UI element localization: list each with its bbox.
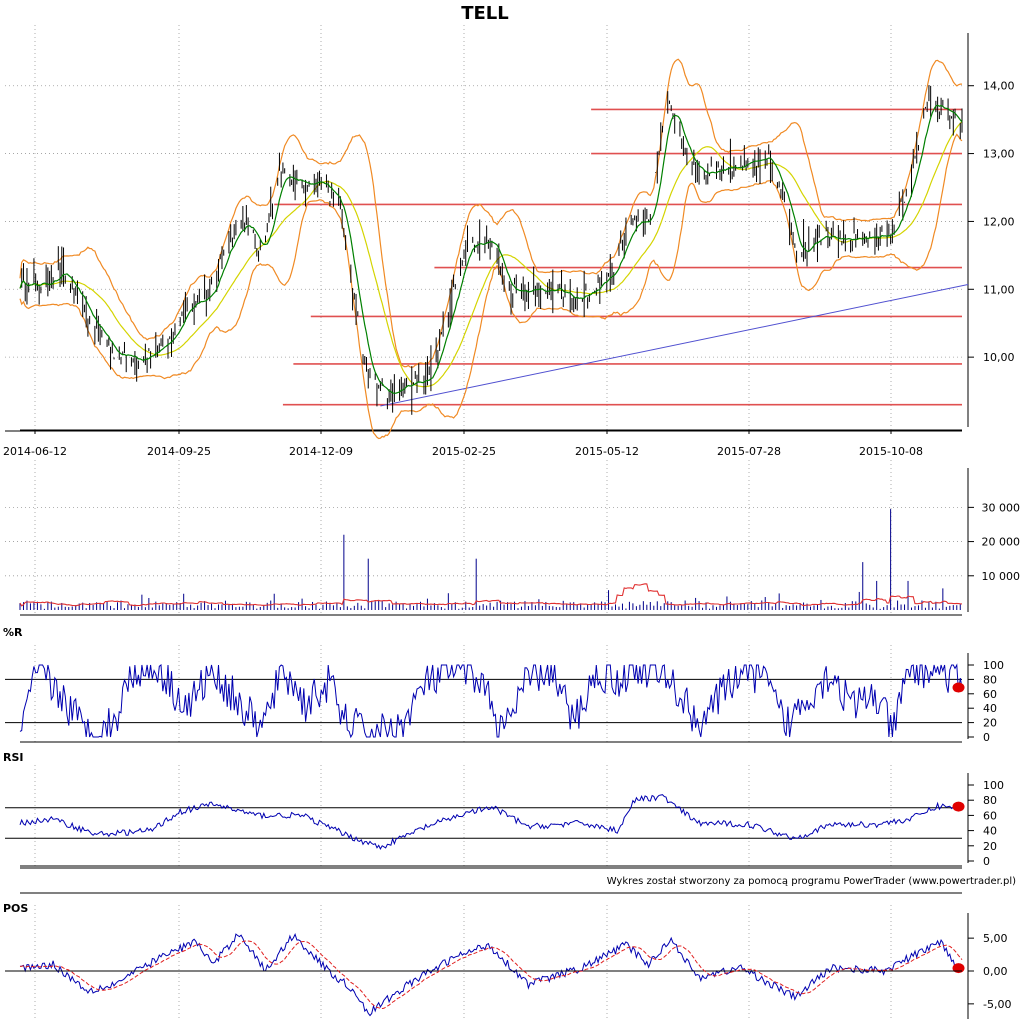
williams-ytick-label: 60 — [983, 688, 997, 701]
williams-line — [19, 663, 963, 739]
price-ytick-label: 13,00 — [983, 148, 1015, 161]
pos-ytick-label: 0,00 — [983, 965, 1008, 978]
price-fast-ma — [19, 104, 963, 394]
williams-ytick-label: 100 — [983, 659, 1004, 672]
pos-last-marker — [952, 963, 965, 974]
pos-ytick-label: -5,00 — [983, 998, 1011, 1011]
williams-label: %R — [3, 626, 23, 639]
pos-line — [19, 933, 963, 1017]
price-xtick-label: 2014-09-25 — [147, 445, 211, 458]
price-xtick-label: 2015-10-08 — [859, 445, 923, 458]
rsi-line — [19, 794, 963, 850]
price-xtick-label: 2014-12-09 — [289, 445, 353, 458]
volume-ytick-label: 20 000 — [982, 536, 1021, 549]
rsi-ytick-label: 80 — [983, 794, 997, 807]
rsi-label: RSI — [3, 751, 24, 764]
price-ytick-label: 11,00 — [983, 283, 1015, 296]
price-xtick-label: 2015-07-28 — [717, 445, 781, 458]
price-trendline — [380, 284, 969, 407]
volume-average — [19, 583, 963, 607]
rsi-ytick-label: 60 — [983, 809, 997, 822]
price-ytick-label: 12,00 — [983, 215, 1015, 228]
price-slow-ma — [19, 121, 963, 388]
price-lower-band — [19, 133, 963, 440]
rsi-panel: RSI 100 80 60 40 20 0 — [3, 751, 1004, 894]
williams-last-marker — [952, 682, 965, 693]
price-upper-band — [19, 58, 962, 369]
williams-ytick-label: 20 — [983, 717, 997, 730]
williams-ytick-label: 40 — [983, 702, 997, 715]
rsi-ytick-label: 40 — [983, 825, 997, 838]
volume-panel: 30 000 20 000 10 000 — [5, 460, 1021, 616]
price-xtick-label: 2015-05-12 — [575, 445, 639, 458]
pos-label: POS — [3, 902, 28, 915]
rsi-ytick-label: 20 — [983, 840, 997, 853]
price-ytick-label: 10,00 — [983, 351, 1015, 364]
price-ytick-label: 14,00 — [983, 80, 1015, 93]
credit-text: Wykres został stworzony za pomocą progra… — [607, 876, 1016, 887]
rsi-ytick-label: 0 — [983, 855, 990, 868]
pos-signal-line — [19, 940, 963, 1010]
rsi-last-marker — [952, 801, 965, 812]
williams-ytick-label: 0 — [983, 731, 990, 744]
chart-title: TELL — [461, 3, 509, 24]
volume-ytick-label: 30 000 — [982, 501, 1021, 514]
volume-ytick-label: 10 000 — [982, 570, 1021, 583]
price-xtick-label: 2014-06-12 — [3, 445, 67, 458]
price-panel: 14,00 13,00 12,00 11,00 10,00 2014-06-12 2014-… — [3, 25, 1015, 458]
pos-ytick-label: 5,00 — [983, 932, 1008, 945]
price-xtick-label: 2015-02-25 — [432, 445, 496, 458]
rsi-ytick-label: 100 — [983, 779, 1004, 792]
pos-panel: POS 5,00 0,00 -5,00 — [3, 902, 1011, 1023]
williams-ytick-label: 80 — [983, 673, 997, 686]
